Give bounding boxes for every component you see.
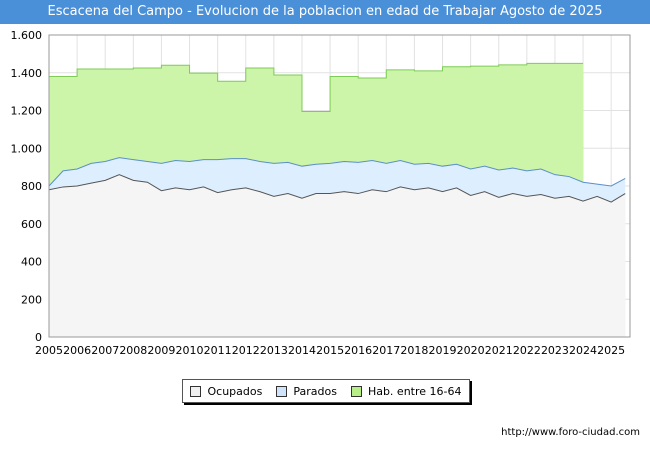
x-tick-label: 2020 bbox=[457, 344, 485, 357]
y-tick-label: 600 bbox=[21, 218, 42, 231]
x-tick-label: 2006 bbox=[63, 344, 91, 357]
x-tick-label: 2024 bbox=[569, 344, 597, 357]
legend-swatch-ocupados bbox=[190, 385, 202, 397]
legend-item-ocupados: Ocupados bbox=[190, 385, 262, 398]
x-tick-label: 2025 bbox=[597, 344, 625, 357]
y-tick-label: 400 bbox=[21, 256, 42, 269]
x-tick-label: 2012 bbox=[232, 344, 260, 357]
x-tick-label: 2010 bbox=[176, 344, 204, 357]
x-tick-label: 2011 bbox=[204, 344, 232, 357]
legend-item-habitantes: Hab. entre 16-64 bbox=[350, 384, 462, 398]
area-ocupados bbox=[49, 174, 626, 337]
x-tick-label: 2014 bbox=[288, 344, 316, 357]
y-tick-label: 200 bbox=[21, 293, 42, 306]
y-tick-label: 1.400 bbox=[11, 67, 43, 80]
y-tick-label: 1.200 bbox=[11, 105, 43, 118]
legend: Ocupados Parados Hab. entre 16-64 bbox=[182, 379, 470, 403]
x-tick-label: 2008 bbox=[119, 344, 147, 357]
legend-item-parados: Parados bbox=[276, 385, 337, 398]
y-tick-label: 800 bbox=[21, 180, 42, 193]
x-tick-label: 2016 bbox=[344, 344, 372, 357]
chart-title: Escacena del Campo - Evolucion de la pob… bbox=[0, 0, 650, 24]
y-tick-label: 1.600 bbox=[11, 29, 43, 42]
source-url[interactable]: http://www.foro-ciudad.com bbox=[501, 427, 640, 438]
x-tick-label: 2019 bbox=[429, 344, 457, 357]
plot-border bbox=[48, 34, 631, 338]
y-tick-label: 0 bbox=[35, 331, 42, 344]
line-parados bbox=[48, 157, 626, 187]
plot-frame bbox=[48, 34, 631, 338]
x-axis-ticks: 2005 2006 2007 2008 2009 2010 2011 2012 2013 2014… bbox=[35, 344, 625, 357]
legend-swatch-parados bbox=[276, 385, 288, 397]
line-hab-entre-16-64 bbox=[49, 62, 584, 112]
legend-label-ocupados: Ocupados bbox=[207, 384, 263, 398]
legend-label-parados: Parados bbox=[293, 384, 337, 398]
series-areas bbox=[48, 62, 626, 337]
x-tick-label: 2013 bbox=[260, 344, 288, 357]
legend-label-habitantes: Hab. entre 16-64 bbox=[367, 384, 462, 398]
y-axis-ticks: 0 200 400 600 800 1.000 1.200 1.400 1.600 bbox=[11, 29, 43, 344]
y-tick-label: 1.000 bbox=[11, 142, 43, 155]
legend-swatch-habitantes bbox=[350, 385, 362, 397]
x-tick-label: 2021 bbox=[485, 344, 513, 357]
x-tick-label: 2023 bbox=[541, 344, 569, 357]
x-tick-label: 2017 bbox=[372, 344, 400, 357]
line-ocupados bbox=[48, 174, 626, 203]
x-tick-label: 2005 bbox=[35, 344, 63, 357]
x-tick-label: 2018 bbox=[400, 344, 428, 357]
x-tick-label: 2007 bbox=[91, 344, 119, 357]
x-tick-label: 2022 bbox=[513, 344, 541, 357]
x-tick-label: 2015 bbox=[316, 344, 344, 357]
x-tick-label: 2009 bbox=[147, 344, 175, 357]
